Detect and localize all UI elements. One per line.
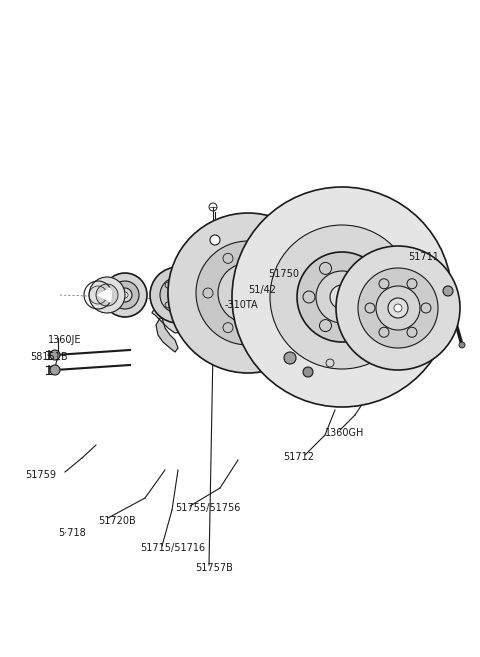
Text: 1360GH: 1360GH [325, 428, 364, 438]
Text: 1360JE: 1360JE [48, 335, 82, 345]
Circle shape [196, 241, 300, 345]
Circle shape [443, 286, 453, 296]
Text: 51711: 51711 [408, 252, 439, 262]
Circle shape [242, 287, 254, 299]
Text: 51715/51716: 51715/51716 [140, 543, 205, 553]
Text: ‐310TA: ‐310TA [225, 300, 259, 310]
Circle shape [174, 291, 182, 299]
Circle shape [270, 225, 414, 369]
Text: 51/42: 51/42 [248, 285, 276, 295]
Circle shape [330, 285, 354, 309]
Circle shape [218, 263, 278, 323]
Text: 51759: 51759 [25, 470, 56, 480]
Circle shape [122, 292, 128, 298]
Circle shape [103, 273, 147, 317]
Circle shape [150, 267, 206, 323]
Circle shape [102, 290, 112, 300]
Circle shape [210, 235, 220, 245]
Circle shape [96, 284, 118, 306]
Wedge shape [98, 288, 112, 302]
Text: 51720B: 51720B [98, 516, 136, 526]
Circle shape [160, 277, 196, 313]
Circle shape [111, 281, 139, 309]
Polygon shape [152, 280, 202, 333]
Circle shape [168, 285, 188, 305]
Circle shape [284, 352, 296, 364]
Circle shape [337, 292, 347, 302]
Text: 5·718: 5·718 [58, 528, 86, 538]
Circle shape [358, 268, 438, 348]
Circle shape [336, 246, 460, 370]
Circle shape [89, 277, 125, 313]
Circle shape [168, 213, 328, 373]
Circle shape [234, 279, 262, 307]
Text: 51750: 51750 [268, 269, 299, 279]
Text: 58151B: 58151B [30, 352, 68, 362]
Circle shape [118, 288, 132, 302]
Circle shape [388, 298, 408, 318]
Circle shape [459, 342, 465, 348]
Circle shape [297, 252, 387, 342]
Circle shape [394, 304, 402, 312]
Circle shape [232, 187, 452, 407]
Circle shape [50, 365, 60, 375]
Polygon shape [156, 318, 178, 352]
Text: 51755/51756: 51755/51756 [175, 503, 240, 513]
Circle shape [50, 350, 60, 360]
Text: 51757B: 51757B [195, 563, 233, 573]
Circle shape [376, 286, 420, 330]
Text: 51712: 51712 [283, 452, 314, 462]
Polygon shape [168, 248, 198, 288]
Circle shape [316, 271, 368, 323]
Circle shape [303, 367, 313, 377]
